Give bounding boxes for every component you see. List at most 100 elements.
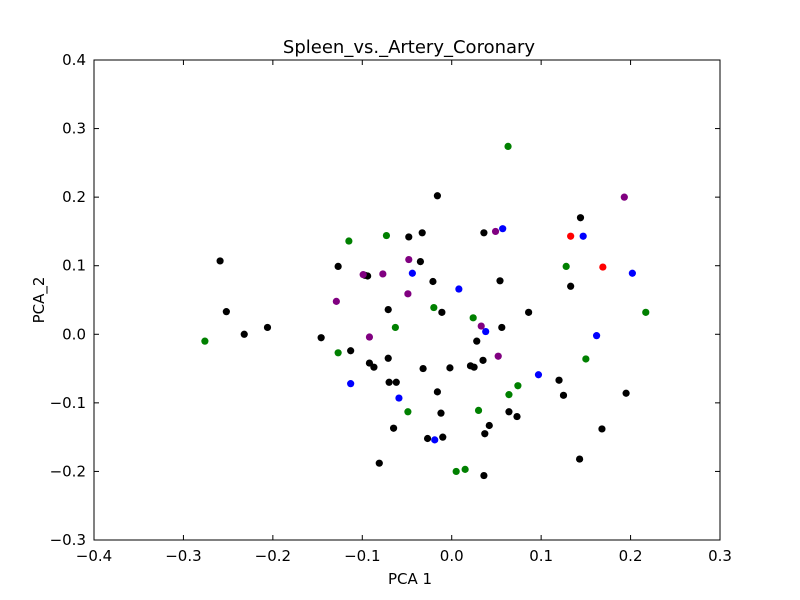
data-point [514,382,522,390]
data-point [474,406,483,414]
data-point [513,412,521,421]
data-point [480,229,488,237]
y-tick-label: −0.2 [50,462,86,480]
data-point [389,424,398,432]
y-tick-label: −0.3 [50,531,86,549]
data-point [579,232,587,240]
data-point [405,233,413,241]
data-point [481,430,489,438]
data-point [332,297,340,305]
y-tick-label: 0.2 [62,188,86,206]
data-point [446,364,454,372]
data-point [216,257,224,265]
y-tick-label: 0.0 [62,325,86,343]
data-point [576,214,585,222]
y-tick-label: 0.1 [62,257,86,275]
data-point [622,389,630,397]
data-point [491,227,500,236]
data-point [437,409,445,417]
data-point [567,282,575,290]
data-point [592,332,601,340]
data-point [470,363,478,371]
data-point [395,394,403,402]
data-point [365,333,374,341]
data-point [384,306,392,314]
data-point [504,142,512,150]
data-point [620,193,628,201]
data-point [505,391,513,399]
data-point [499,225,507,233]
data-point [418,229,426,237]
data-point [438,308,446,316]
ticks-layer: −0.4 −0.3 −0.2 −0.1 0.0 0.1 0.2 0.3−0.3−0.2−0.1… [50,51,732,565]
data-point [480,471,488,480]
data-point [347,347,355,355]
data-point [405,255,413,264]
y-tick-label: 0.4 [62,51,86,69]
data-point [567,232,575,240]
data-point [317,334,325,342]
x-axis-label: PCA 1 [388,570,432,588]
data-point [382,231,391,240]
data-point [404,408,412,416]
x-tick-label: 0.3 [708,547,732,565]
y-tick-label: 0.3 [62,120,86,138]
data-point [482,327,490,336]
x-tick-label: 0.0 [440,547,464,565]
data-point [240,330,248,338]
data-point [534,371,543,379]
data-point [430,303,438,312]
x-tick-label: −0.2 [255,547,291,565]
data-point [555,376,563,384]
data-point [642,308,650,316]
data-point [431,436,439,444]
data-point [473,337,481,345]
data-point [485,421,493,430]
data-point [433,192,442,200]
data-point [391,323,399,332]
data-point [455,285,463,293]
data-point [423,434,432,443]
data-point [599,263,607,271]
data-point [334,349,342,357]
x-tick-label: 0.2 [619,547,643,565]
x-tick-label: −0.3 [165,547,201,565]
data-point [345,237,353,245]
data-point [416,258,425,266]
data-point [375,459,383,467]
data-point [408,269,416,277]
data-point [575,455,584,463]
data-point [469,314,477,322]
data-point [359,271,367,279]
data-point [379,270,387,278]
data-point [429,277,437,286]
points-layer [201,142,650,480]
y-axis-label: PCA_2 [30,277,49,324]
data-point [479,356,487,364]
data-point [496,277,504,285]
data-point [404,290,412,298]
y-tick-label: −0.1 [50,394,86,412]
data-point [392,378,400,386]
data-point [347,380,355,388]
x-tick-label: 0.1 [529,547,553,565]
data-point [433,388,442,396]
data-point [461,465,469,473]
data-point [477,322,485,330]
data-point [385,378,393,386]
data-point [263,323,272,332]
data-point [505,408,513,416]
x-tick-label: −0.4 [76,547,112,565]
data-point [419,364,427,373]
plot-area-frame [93,59,721,541]
data-point [525,308,533,316]
data-point [201,337,209,345]
data-point [222,308,230,316]
data-point [628,269,636,277]
data-point [452,467,460,476]
data-point [370,363,378,371]
data-point [439,433,447,441]
x-tick-label: −0.1 [344,547,380,565]
data-point [559,391,568,399]
